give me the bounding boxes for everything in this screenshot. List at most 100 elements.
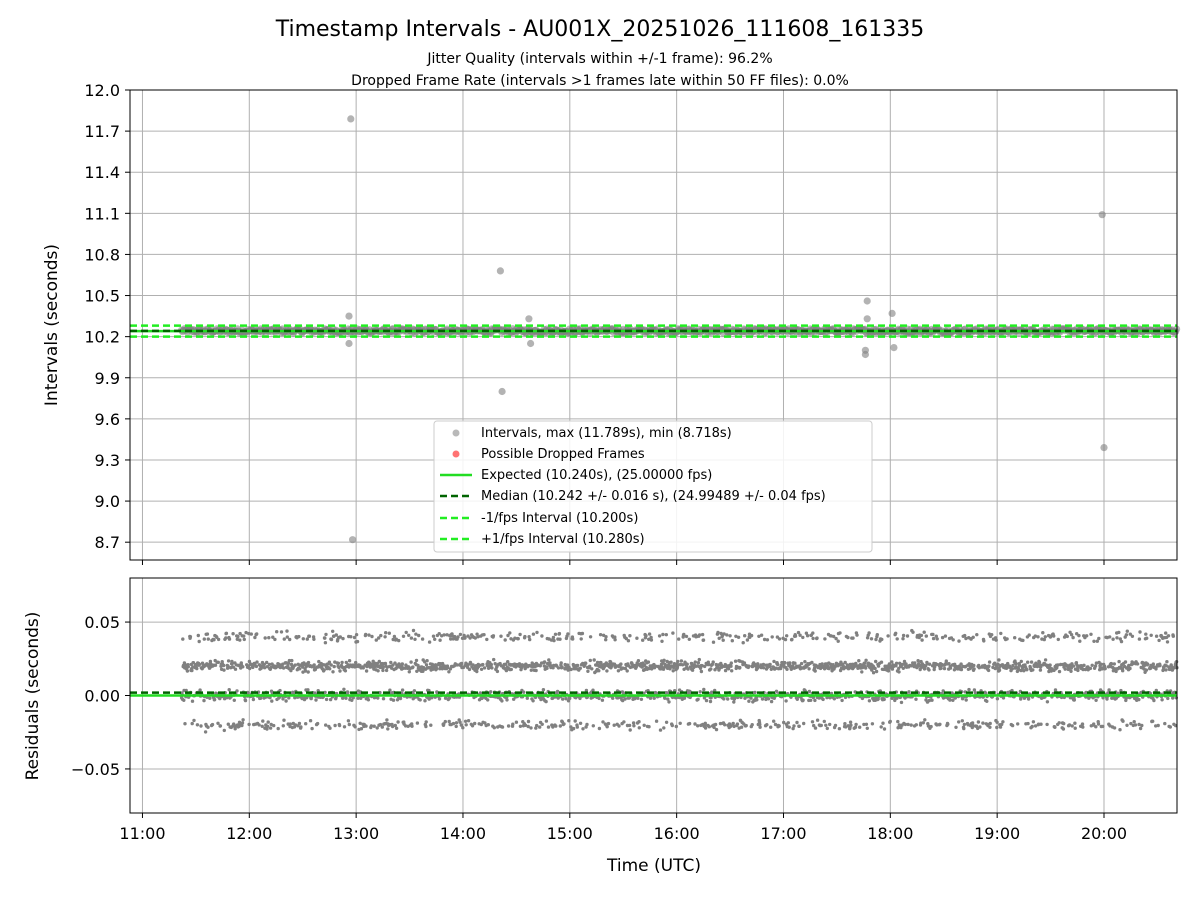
residual-point bbox=[352, 635, 357, 640]
residual-point bbox=[874, 659, 878, 664]
residual-point bbox=[344, 696, 348, 700]
residual-point bbox=[1154, 634, 1159, 638]
bottom-panel: 0.050.00−0.05 11:00 12:00 13:00 14:00 15:00 1… bbox=[23, 577, 1179, 876]
residual-point bbox=[813, 698, 817, 703]
residual-point bbox=[864, 666, 868, 670]
residual-point bbox=[552, 638, 556, 643]
residual-point bbox=[210, 722, 215, 727]
residual-point bbox=[383, 661, 388, 666]
residual-point bbox=[261, 719, 265, 723]
interval-outlier-point bbox=[863, 297, 871, 305]
residual-point bbox=[516, 637, 520, 641]
residual-point bbox=[988, 725, 992, 729]
residual-point bbox=[746, 664, 751, 668]
residual-point bbox=[212, 697, 217, 702]
residual-point bbox=[631, 721, 636, 725]
residual-point bbox=[1166, 696, 1170, 701]
residual-point bbox=[879, 725, 883, 729]
residual-point bbox=[306, 688, 310, 692]
residual-point bbox=[558, 724, 562, 728]
residual-point bbox=[528, 637, 532, 642]
residual-point bbox=[247, 659, 252, 664]
residual-point bbox=[301, 637, 305, 641]
residual-point bbox=[637, 726, 641, 730]
residual-point bbox=[1154, 667, 1158, 671]
residual-point bbox=[787, 725, 791, 729]
residual-point bbox=[1144, 632, 1148, 636]
residual-point bbox=[269, 665, 273, 670]
residual-point bbox=[632, 724, 636, 728]
residual-point bbox=[875, 633, 879, 637]
residual-point bbox=[473, 636, 477, 640]
residual-point bbox=[216, 637, 221, 642]
residual-point bbox=[729, 664, 733, 668]
residual-point bbox=[801, 635, 805, 640]
residual-point bbox=[795, 720, 799, 725]
residual-point bbox=[544, 699, 548, 704]
top-y-tick-label: 9.9 bbox=[95, 369, 120, 388]
legend-label-median: Median (10.242 +/- 0.016 s), (24.99489 +… bbox=[481, 489, 826, 504]
residual-point bbox=[647, 725, 651, 729]
residual-point bbox=[1021, 638, 1025, 643]
residual-point bbox=[901, 633, 906, 638]
residual-point bbox=[753, 690, 757, 695]
residual-point bbox=[421, 669, 425, 673]
residual-point bbox=[231, 632, 235, 636]
residual-point bbox=[186, 665, 190, 669]
residual-point bbox=[347, 722, 351, 727]
residual-point bbox=[1165, 660, 1169, 664]
residual-point bbox=[924, 634, 928, 638]
residual-point bbox=[662, 726, 666, 730]
residual-point bbox=[1030, 724, 1034, 729]
residual-point bbox=[770, 635, 774, 639]
residual-point bbox=[575, 663, 580, 668]
residual-point bbox=[729, 661, 733, 665]
residual-point bbox=[598, 633, 603, 637]
residual-point bbox=[711, 660, 715, 664]
residual-point bbox=[328, 726, 332, 730]
residual-point bbox=[940, 635, 945, 640]
interval-outlier-point bbox=[345, 339, 353, 348]
residual-point bbox=[858, 725, 862, 729]
residual-point bbox=[1090, 663, 1094, 667]
residual-point bbox=[442, 633, 446, 637]
chart-subtitle-jitter: Jitter Quality (intervals within +/-1 fr… bbox=[426, 51, 772, 67]
residual-point bbox=[981, 721, 985, 725]
residual-point bbox=[241, 665, 245, 669]
residual-point bbox=[482, 633, 486, 637]
residual-point bbox=[586, 669, 590, 673]
residual-point bbox=[686, 667, 690, 671]
residual-point bbox=[723, 723, 727, 727]
residual-point bbox=[750, 664, 755, 669]
residual-point bbox=[774, 689, 779, 693]
residual-point bbox=[809, 698, 813, 702]
residual-point bbox=[322, 663, 326, 667]
residual-point bbox=[542, 660, 547, 664]
residual-point bbox=[1094, 725, 1098, 729]
residual-point bbox=[199, 724, 203, 728]
residual-point bbox=[324, 632, 328, 637]
residual-point bbox=[478, 691, 483, 695]
residual-point bbox=[798, 633, 802, 637]
residual-point bbox=[328, 697, 333, 702]
residual-point bbox=[895, 637, 899, 641]
residual-point bbox=[639, 697, 644, 701]
residual-point bbox=[843, 660, 847, 665]
residual-point bbox=[963, 633, 967, 638]
residual-point bbox=[888, 719, 892, 724]
residual-point bbox=[967, 687, 971, 692]
residual-point bbox=[788, 661, 792, 665]
residual-point bbox=[890, 660, 894, 664]
residual-point bbox=[893, 698, 897, 703]
residual-point bbox=[927, 698, 931, 703]
residual-point bbox=[867, 631, 871, 635]
residual-point bbox=[270, 699, 274, 703]
residual-point bbox=[1019, 697, 1023, 701]
residual-point bbox=[575, 725, 579, 729]
residual-point bbox=[927, 662, 932, 666]
residual-point bbox=[612, 723, 616, 727]
residual-point bbox=[430, 696, 434, 700]
residual-point bbox=[354, 633, 359, 637]
interval-outlier-point bbox=[347, 115, 355, 123]
residual-point bbox=[1096, 722, 1101, 726]
